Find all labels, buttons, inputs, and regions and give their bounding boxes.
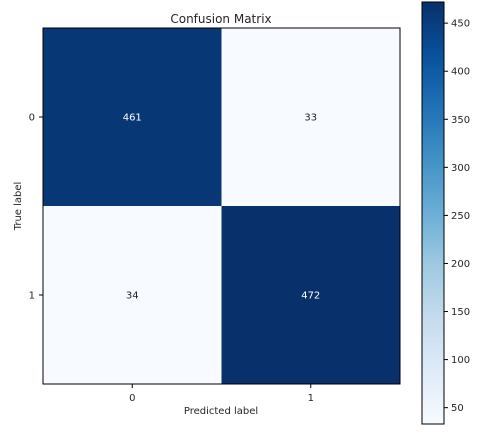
colorbar-tick-label: 200 — [451, 259, 470, 270]
x-axis-label: Predicted label — [184, 406, 258, 417]
colorbar-tick-label: 250 — [451, 211, 470, 222]
colorbar-tick-label: 50 — [451, 403, 464, 414]
colorbar-ticks: 50 100 150 200 250 300 350 400 450 — [444, 19, 470, 414]
colorbar-tick-label: 400 — [451, 67, 470, 78]
heatmap-cell-labels: 461 33 34 472 — [123, 113, 321, 302]
plot-frame — [42, 27, 401, 385]
x-tick-label: 1 — [308, 393, 314, 404]
colorbar-tick-label: 300 — [451, 163, 470, 174]
heatmap-cell — [43, 206, 222, 384]
y-axis-label: True label — [13, 182, 24, 232]
colorbar-tick-label: 450 — [451, 19, 470, 30]
cell-value-label: 472 — [301, 291, 320, 302]
colorbar-tick-label: 100 — [451, 355, 470, 366]
colorbar-tick-label: 350 — [451, 115, 470, 126]
cell-value-label: 461 — [123, 113, 142, 124]
heatmap-cell — [221, 206, 400, 384]
y-tick-label: 1 — [29, 291, 35, 302]
chart-title: Confusion Matrix — [170, 12, 271, 26]
cell-value-label: 34 — [126, 291, 139, 302]
y-tick-label: 0 — [29, 113, 35, 124]
heatmap-cell — [221, 28, 400, 206]
colorbar-gradient — [421, 1, 445, 425]
cell-value-label: 33 — [304, 113, 317, 124]
heatmap-cell — [43, 28, 222, 206]
x-tick-label: 0 — [129, 393, 135, 404]
colorbar-tick-label: 150 — [451, 307, 470, 318]
heatmap-cells — [43, 28, 400, 384]
colorbar: 50 100 150 200 250 300 350 400 450 — [421, 1, 470, 425]
y-axis-ticks: 01 — [29, 113, 43, 302]
